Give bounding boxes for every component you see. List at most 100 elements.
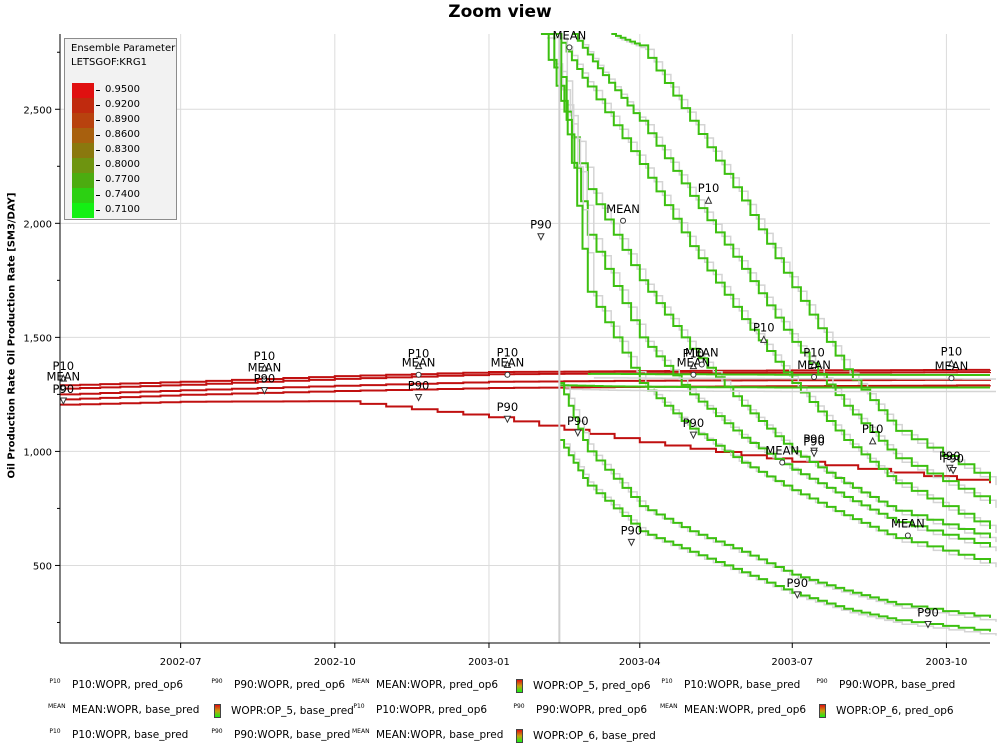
legend-entry[interactable]: P10 P10:WOPR, base_pred xyxy=(48,729,189,742)
colorbar-legend[interactable]: Ensemble Parameter LETSGOF:KRG1 0.9500 0.… xyxy=(64,38,177,220)
annotation-p90: P90 xyxy=(497,400,519,414)
annotation-p90: P90 xyxy=(803,432,825,446)
series-line-3 xyxy=(60,384,991,401)
p90-marker xyxy=(59,397,68,406)
legend-entry-label: WOPR:OP_5, base_pred xyxy=(231,705,354,717)
colorbar-level-label: 0.7400 xyxy=(105,189,140,200)
colorbar-swatch xyxy=(72,83,94,98)
legend-entry[interactable]: WOPR:OP_5, pred_op6 xyxy=(512,679,651,693)
mean-marker-icon: MEAN xyxy=(660,703,678,710)
y-tick-label: 500 xyxy=(33,561,52,572)
colorbar-level-label: 0.8000 xyxy=(105,159,140,170)
legend-entry-label: MEAN:WOPR, base_pred xyxy=(72,704,200,716)
colorbar-level-label: 0.9500 xyxy=(105,84,140,95)
p90-marker xyxy=(949,467,957,475)
mean-marker-icon: MEAN xyxy=(48,703,66,710)
plot-area[interactable]: 500 1,000 1,500 2,000 2,500 2002-07 2002-10 200… xyxy=(0,0,1000,673)
series-shadow-10 xyxy=(562,37,997,568)
p90-marker-icon: P90 xyxy=(211,678,223,685)
series-line-9 xyxy=(547,33,991,548)
colorbar-tick xyxy=(96,105,100,106)
series-line-0 xyxy=(60,368,991,387)
legend-entry-label: MEAN:WOPR, pred_op6 xyxy=(684,704,807,716)
series-line-12 xyxy=(559,381,991,618)
colorbar-title: Ensemble Parameter xyxy=(71,43,176,54)
p10-marker xyxy=(868,436,877,445)
p10-marker xyxy=(414,361,423,370)
p90-marker xyxy=(414,394,423,402)
legend-entry[interactable]: P10 P10:WOPR, pred_op6 xyxy=(48,679,184,692)
legend-entry[interactable]: P90 P90:WOPR, pred_op6 xyxy=(210,678,345,692)
annotation-p10: P10 xyxy=(941,344,963,358)
annotation-mean: MEAN xyxy=(765,444,799,458)
p10-marker xyxy=(947,359,956,367)
colorbar-tick xyxy=(96,165,100,166)
legend-entry[interactable]: MEAN MEAN:WOPR, pred_op6 xyxy=(660,703,807,717)
legend-entry[interactable]: MEAN MEAN:WOPR, base_pred xyxy=(352,728,503,742)
mean-marker-icon: MEAN xyxy=(352,728,370,735)
annotation-mean: MEAN xyxy=(402,356,436,370)
legend-entry[interactable]: WOPR:OP_6, pred_op6 xyxy=(815,704,954,718)
series-line-1 xyxy=(60,371,991,390)
legend-entry[interactable]: P90 P90:WOPR, base_pred xyxy=(210,728,351,742)
legend-entry-label: WOPR:OP_5, pred_op6 xyxy=(533,680,651,692)
colorbar-tick xyxy=(96,210,100,211)
p10-marker xyxy=(689,361,698,370)
p90-marker xyxy=(924,620,932,629)
legend-entry[interactable]: P90 P90:WOPR, base_pred xyxy=(815,679,955,692)
legend-entry[interactable]: P10 P10:WOPR, pred_op6 xyxy=(352,704,487,717)
colorbar-level-label: 0.9200 xyxy=(105,99,140,110)
legend-entry[interactable]: WOPR:OP_6, base_pred xyxy=(512,729,656,743)
annotation-p90: P90 xyxy=(917,605,939,619)
series-line-4 xyxy=(60,400,991,484)
mean-marker xyxy=(415,371,422,378)
mean-marker xyxy=(566,44,573,51)
colorbar-icon xyxy=(819,704,826,718)
series-line-13 xyxy=(559,384,990,389)
legend-entry-label: MEAN:WOPR, pred_op6 xyxy=(376,679,499,691)
annotation-mean: MEAN xyxy=(685,345,719,359)
p10-marker xyxy=(704,196,713,204)
legend-entry[interactable]: WOPR:OP_5, base_pred xyxy=(210,704,354,718)
legend-entry-label: P10:WOPR, base_pred xyxy=(684,679,801,691)
legend-entry[interactable]: P10 P10:WOPR, base_pred xyxy=(660,678,801,692)
p90-marker-icon: P90 xyxy=(211,728,223,735)
annotation-p90: P90 xyxy=(621,523,643,537)
colorbar-level-label: 0.7100 xyxy=(105,204,140,215)
legend-entry-label: P90:WOPR, base_pred xyxy=(234,729,351,741)
colorbar-icon xyxy=(516,679,523,693)
annotation-p10: P10 xyxy=(408,347,430,361)
p90-marker xyxy=(627,538,636,547)
annotation-p90: P90 xyxy=(53,382,75,396)
p10-marker xyxy=(759,335,768,343)
p10-marker-icon: P10 xyxy=(661,678,673,685)
colorbar-level-label: 0.7700 xyxy=(105,174,140,185)
colorbar-level-label: 0.8600 xyxy=(105,129,140,140)
x-tick-label: 2003-10 xyxy=(926,657,968,668)
colorbar-tick xyxy=(96,90,100,91)
annotation-p90: P90 xyxy=(408,379,430,393)
annotation-p90: P90 xyxy=(567,414,589,428)
legend-entry-label: P10:WOPR, base_pred xyxy=(72,729,189,741)
mean-marker xyxy=(690,371,697,378)
legend-entry[interactable]: P90 P90:WOPR, pred_op6 xyxy=(512,704,647,717)
p90-marker xyxy=(689,431,698,440)
colorbar-swatch xyxy=(72,203,94,218)
legend-entry[interactable]: MEAN MEAN:WOPR, base_pred xyxy=(48,703,200,717)
mean-marker-icon: MEAN xyxy=(352,678,370,685)
annotation-p90: P90 xyxy=(787,576,809,590)
legend-entry[interactable]: MEAN MEAN:WOPR, pred_op6 xyxy=(352,678,499,692)
series-line-11 xyxy=(559,439,991,632)
y-tick-label: 2,000 xyxy=(23,219,52,230)
mean-marker xyxy=(698,361,705,368)
annotation-p10: P10 xyxy=(683,347,705,361)
annotation-p10: P10 xyxy=(254,349,276,363)
series-shadow-9 xyxy=(553,37,997,552)
p10-marker xyxy=(59,374,68,382)
colorbar-tick xyxy=(96,180,100,181)
series-line-5 xyxy=(556,33,991,529)
legend-entry-label: P10:WOPR, pred_op6 xyxy=(72,679,184,691)
x-tick-label: 2003-01 xyxy=(468,657,510,668)
legend-entry-label: WOPR:OP_6, pred_op6 xyxy=(836,705,954,717)
series-line-6 xyxy=(572,33,991,504)
